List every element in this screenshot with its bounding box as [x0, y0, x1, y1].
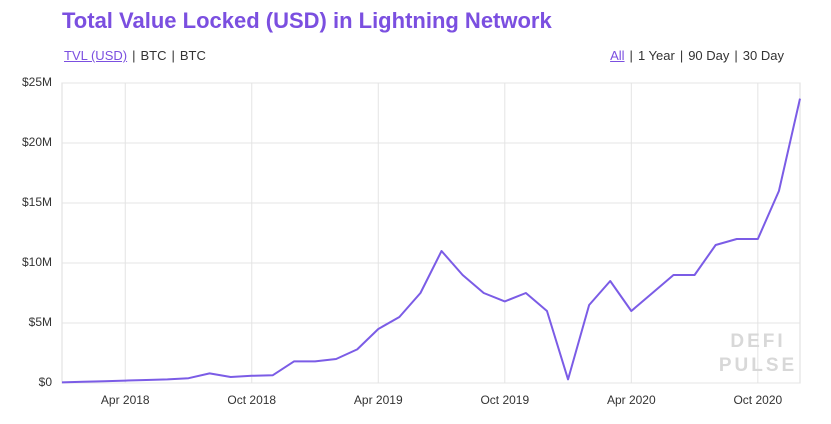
watermark: DEFI: [730, 331, 785, 352]
y-tick-label: $0: [39, 375, 53, 389]
control-link[interactable]: 1 Year: [637, 48, 675, 63]
control-link[interactable]: 90 Day: [688, 48, 730, 63]
x-tick-label: Oct 2019: [480, 393, 529, 407]
control-link[interactable]: 30 Day: [742, 48, 784, 63]
separator: |: [629, 48, 633, 63]
y-tick-label: $20M: [22, 135, 52, 149]
control-link[interactable]: BTC: [179, 48, 206, 63]
data-line: [61, 98, 801, 384]
chart-title: Total Value Locked (USD) in Lightning Ne…: [62, 8, 552, 33]
control-link[interactable]: TVL (USD): [64, 48, 128, 63]
x-tick-label: Oct 2020: [733, 393, 782, 407]
plot-frame: [61, 82, 801, 384]
y-tick-label: $15M: [22, 195, 52, 209]
right-controls: All | 1 Year | 90 Day | 30 Day: [610, 48, 789, 63]
separator: |: [171, 48, 175, 63]
y-tick-label: $10M: [22, 255, 52, 269]
x-tick-label: Apr 2019: [354, 393, 403, 407]
separator: |: [679, 48, 684, 63]
separator: |: [132, 48, 136, 63]
x-tick-label: Oct 2018: [227, 393, 276, 407]
x-tick-label: Apr 2018: [101, 393, 150, 407]
x-tick-label: Apr 2020: [607, 393, 656, 407]
left-controls: TVL (USD) | BTC | BTC: [64, 48, 211, 63]
separator: |: [734, 48, 738, 63]
y-tick-label: $5M: [29, 315, 52, 329]
y-tick-label: $25M: [22, 75, 52, 89]
watermark: PULSE: [719, 355, 797, 376]
control-link[interactable]: BTC: [140, 48, 167, 63]
control-link[interactable]: All: [610, 48, 625, 63]
